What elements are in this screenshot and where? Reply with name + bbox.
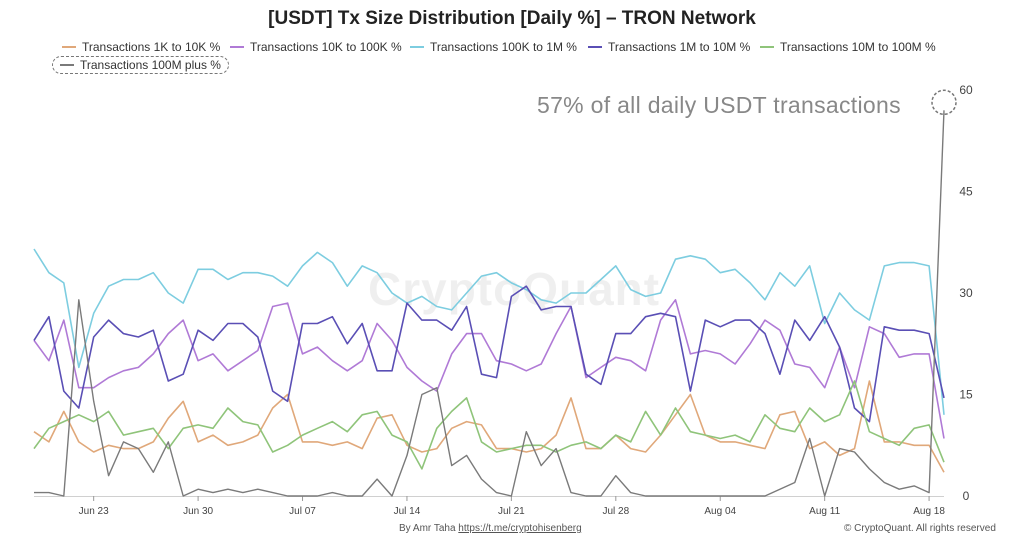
chart-annotation: 57% of all daily USDT transactions — [537, 92, 901, 118]
y-tick-label: 0 — [963, 489, 970, 503]
footer-author: By Amr Taha https://t.me/cryptohisenberg — [399, 523, 582, 534]
footer-credit: © CryptoQuant. All rights reserved — [844, 523, 996, 534]
legend-swatch — [62, 46, 76, 48]
legend-label: Transactions 1K to 10K % — [82, 40, 221, 54]
series-line-5 — [33, 380, 945, 470]
x-tick-label: Aug 11 — [809, 506, 840, 517]
x-tick-label: Jun 23 — [79, 506, 109, 517]
series-line-6 — [34, 110, 945, 497]
series-line-1 — [33, 380, 945, 473]
legend-item-10k-100k[interactable]: Transactions 10K to 100K % — [230, 40, 402, 54]
chart-title: [USDT] Tx Size Distribution [Daily %] – … — [268, 8, 756, 29]
author-name: By Amr Taha — [399, 523, 456, 534]
x-tick-label: Jul 28 — [602, 506, 629, 517]
x-tick-label: Jul 07 — [289, 506, 316, 517]
x-tick-label: Jun 30 — [183, 506, 213, 517]
series-line-2 — [33, 298, 945, 439]
y-tick-label: 15 — [959, 388, 973, 402]
legend-item-1m-10m[interactable]: Transactions 1M to 10M % — [588, 40, 750, 54]
x-tick-label: Jul 21 — [498, 506, 525, 517]
legend-item-100k-1m[interactable]: Transactions 100K to 1M % — [410, 40, 577, 54]
legend-label: Transactions 10M to 100M % — [780, 40, 936, 54]
legend-item-10m-100m[interactable]: Transactions 10M to 100M % — [760, 40, 936, 54]
y-tick-label: 60 — [959, 83, 973, 97]
legend-item-100m-plus[interactable]: Transactions 100M plus % — [52, 56, 229, 74]
legend-label: Transactions 100K to 1M % — [430, 40, 577, 54]
legend-swatch — [588, 46, 602, 48]
y-tick-label: 45 — [959, 185, 973, 199]
legend-label: Transactions 100M plus % — [80, 58, 221, 72]
author-link[interactable]: https://t.me/cryptohisenberg — [458, 523, 582, 534]
legend-label: Transactions 1M to 10M % — [608, 40, 751, 54]
legend-label: Transactions 10K to 100K % — [250, 40, 402, 54]
legend-item-1k-10k[interactable]: Transactions 1K to 10K % — [62, 40, 220, 54]
legend-swatch — [760, 46, 774, 48]
y-tick-label: 30 — [959, 286, 973, 300]
legend-swatch — [230, 46, 244, 48]
legend-swatch — [410, 46, 424, 48]
highlight-circle — [931, 89, 957, 116]
x-tick-label: Aug 04 — [704, 506, 736, 517]
x-tick-label: Jul 14 — [394, 506, 421, 517]
legend-swatch — [60, 64, 74, 66]
x-tick-label: Aug 18 — [913, 506, 945, 517]
series-line-4 — [33, 285, 945, 423]
series-line-3 — [33, 248, 945, 415]
